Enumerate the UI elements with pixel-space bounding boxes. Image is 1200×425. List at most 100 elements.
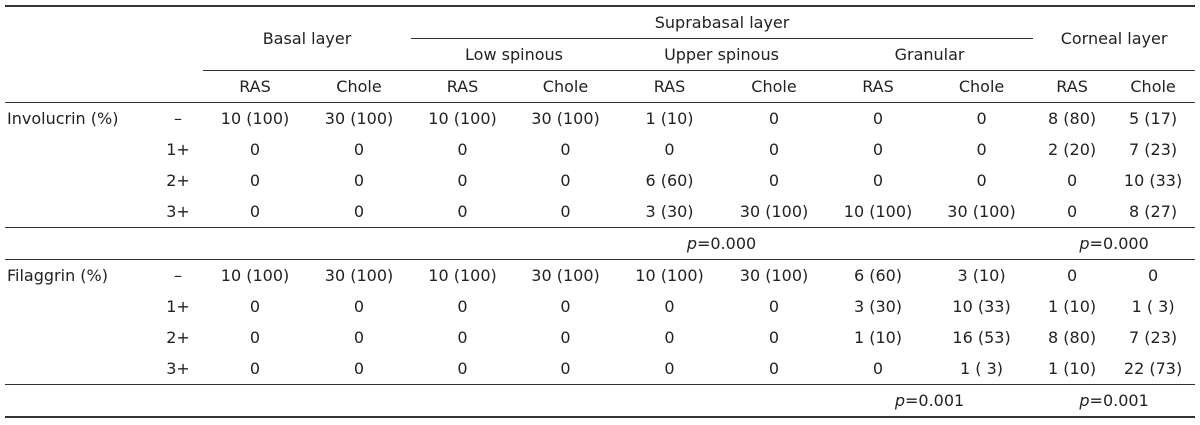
p-value: =0.001 [1089,391,1149,410]
value-cell: 0 [1033,259,1112,291]
p-value-corneal: p=0.001 [1033,384,1196,418]
p-value-corneal: p=0.000 [1033,227,1196,260]
value-cell: 1 ( 3) [1131,297,1175,316]
value-cell: 0 [768,328,780,347]
value-cell: 1 ( 3) [960,359,1004,378]
grade-cell: 2+ [166,328,190,347]
column-label-ras: RAS [411,70,514,103]
value-cell: 0 [249,359,261,378]
results-table: Basal layer Suprabasal layer Corneal lay… [5,5,1196,418]
p-value-row: p=0.000 p=0.000 [5,227,1196,260]
value-cell: 10 (100) [411,259,514,291]
value-cell: 0 [249,171,261,190]
column-label-ras: RAS [203,70,307,103]
value-cell: 6 (60) [645,171,694,190]
value-cell: 10 (100) [428,109,497,128]
value-cell: 0 [353,359,365,378]
p-value: =0.001 [905,391,965,410]
grade-cell: 1+ [166,140,190,159]
value-cell: 6 (60) [826,259,930,291]
value-cell: 30 (100) [514,259,617,291]
value-cell: 16 (53) [952,328,1011,347]
value-cell: 5 (17) [1129,109,1178,128]
value-cell: 7 (23) [1129,328,1178,347]
table-row: 2+ 0 0 0 0 0 0 1 (10) 16 (53) 8 (80) 7 (23) [5,322,1195,353]
corner-cell [5,5,153,39]
value-cell: 10 (33) [1123,171,1183,190]
p-value-suprabasal: p=0.000 [617,227,826,260]
header-suprabasal-layer: Suprabasal layer [411,5,1034,39]
value-cell: 0 [457,328,468,347]
value-cell: 7 (23) [1129,140,1178,159]
value-cell: 0 [1066,202,1078,221]
value-cell: 0 [457,297,468,316]
value-cell: 0 [560,140,571,159]
table-row: 2+ 0 0 0 0 6 (60) 0 0 0 0 10 (33) [5,165,1195,196]
value-cell: 0 [976,140,987,159]
value-cell: 0 [1066,171,1078,190]
column-label-chole: Chole [930,70,1034,103]
value-cell: 1 (10) [645,109,694,128]
value-cell: 0 [1111,259,1196,291]
value-cell: 0 [457,171,468,190]
value-cell: 0 [560,202,571,221]
value-cell: 0 [353,171,365,190]
table-row: Filaggrin (%) –10 (100) 30 (100) 10 (100) 30… [5,259,1196,291]
value-cell: 0 [457,359,468,378]
p-value: =0.000 [1089,234,1149,253]
value-cell: 1 (10) [1048,359,1097,378]
value-cell: 0 [768,359,780,378]
value-cell: 10 (100) [617,259,722,291]
value-cell: 0 [664,359,675,378]
p-value-suprabasal: p=0.001 [826,384,1034,418]
value-cell: 0 [353,328,365,347]
grade-cell: 3+ [166,359,190,378]
column-label-chole: Chole [722,70,826,103]
value-cell: 10 (33) [952,297,1011,316]
grade-cell: – [174,109,182,128]
value-cell: 1 (10) [853,328,903,347]
value-cell: 0 [249,297,261,316]
column-label-ras: RAS [826,70,930,103]
value-cell: 0 [768,109,780,128]
header-low-spinous: Low spinous [411,38,617,71]
value-cell: 0 [872,171,884,190]
p-value: =0.000 [696,234,757,253]
value-cell: 3 (30) [853,297,903,316]
value-cell: 8 (80) [1048,328,1097,347]
value-cell: 0 [353,202,365,221]
value-cell: 0 [976,109,987,128]
table-row: Involucrin (%) – 10 (100) 30 (100) 10 (100) 3… [5,103,1195,135]
value-cell: 0 [976,171,987,190]
value-cell: 8 (80) [1048,109,1097,128]
value-cell: 30 (100) [307,259,411,291]
header-corneal-layer: Corneal layer [1033,5,1196,71]
table-row: 3+ 0 0 0 0 3 (30) 30 (100) 10 (100) 30 (100) 0 8 (… [5,196,1195,228]
value-cell: 0 [560,328,571,347]
value-cell: 0 [249,328,261,347]
p-value-row: p=0.001 p=0.001 [5,384,1196,418]
value-cell: 0 [560,359,571,378]
value-cell: 2 (20) [1048,140,1097,159]
value-cell: 0 [872,359,884,378]
value-cell: 0 [560,171,571,190]
value-cell: 0 [353,140,365,159]
value-cell: 10 (100) [843,202,913,221]
grade-cell: 2+ [166,171,190,190]
value-cell: 22 (73) [1123,359,1183,378]
value-cell: 10 (100) [203,259,307,291]
grade-cell: 1+ [166,297,190,316]
value-cell: 0 [872,140,884,159]
header-granular: Granular [826,38,1034,71]
value-cell: 0 [664,328,675,347]
header-upper-spinous: Upper spinous [617,38,826,71]
value-cell: 30 (100) [947,202,1016,221]
value-cell: 30 (100) [324,109,394,128]
value-cell: 0 [353,297,365,316]
grade-cell: 3+ [166,202,190,221]
value-cell: 0 [457,140,468,159]
column-label-chole: Chole [514,70,617,103]
value-cell: 8 (27) [1129,202,1178,221]
value-cell: 0 [560,297,571,316]
value-cell: 3 (10) [930,259,1034,291]
